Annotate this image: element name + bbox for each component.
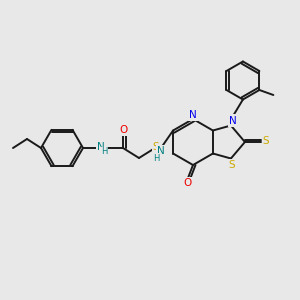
Text: O: O xyxy=(184,178,192,188)
Text: O: O xyxy=(120,125,128,135)
Text: S: S xyxy=(153,142,159,152)
Text: H: H xyxy=(153,154,159,163)
Text: N: N xyxy=(229,116,237,125)
Text: S: S xyxy=(229,160,235,170)
Text: H: H xyxy=(101,148,107,157)
Text: N: N xyxy=(97,142,105,152)
Text: N: N xyxy=(157,146,165,157)
Text: N: N xyxy=(189,110,197,120)
Text: S: S xyxy=(262,136,269,146)
